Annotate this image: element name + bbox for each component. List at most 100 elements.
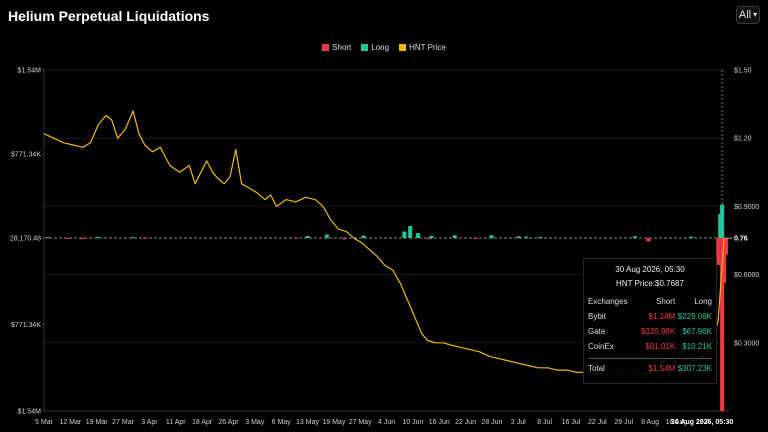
x-axis-tick-label: 27 Mar [112, 419, 134, 426]
tooltip-header-short: Short [656, 297, 676, 306]
legend-swatch-short [322, 44, 330, 51]
x-axis-tick-label: 23 A [696, 419, 710, 426]
x-axis-tick-label: 26 Apr [218, 419, 239, 426]
tooltip-long-value: $67.96K [682, 327, 712, 336]
chart-tooltip: 30 Aug 2026, 05:30 HNT Price:$0.7687 Exc… [583, 258, 717, 384]
x-axis-tick-label: 5 Mar [35, 419, 54, 426]
short-liquidation-bar [427, 238, 432, 240]
tooltip-header-exchanges: Exchanges [588, 297, 628, 306]
tooltip-price: HNT Price:$0.7687 [616, 279, 684, 288]
right-axis-tick-label: $0.9000 [734, 204, 759, 211]
long-liquidation-bar [720, 204, 725, 238]
tooltip-row: Gate $320.98K $67.96K [584, 324, 716, 339]
tooltip-exchange: CoinEx [588, 342, 614, 351]
short-liquidation-bar [142, 238, 147, 239]
x-axis-tick-label: 3 May [245, 419, 265, 426]
tooltip-row: Bybit $1.14M $229.06K [584, 309, 716, 324]
long-liquidation-bar [489, 235, 494, 238]
tooltip-exchange: Bybit [588, 312, 606, 321]
x-axis-tick-label: 13 May [296, 419, 319, 426]
x-axis-tick-label: 29 Jul [614, 419, 633, 426]
page-title: Helium Perpetual Liquidations [8, 8, 210, 24]
long-liquidation-bar [632, 236, 637, 238]
legend-label-price: HNT Price [409, 43, 446, 52]
current-price-label: 0.76 [734, 236, 748, 243]
x-axis-tick-label: 22 Jun [455, 419, 476, 426]
long-liquidation-bar [538, 237, 542, 238]
long-liquidation-bar [408, 226, 413, 238]
left-axis-tick-label: $771.34K [11, 152, 41, 159]
right-axis-tick-label: $1.20 [734, 136, 752, 143]
short-liquidation-bar [720, 238, 725, 411]
long-liquidation-bar [415, 233, 420, 238]
right-axis-tick-label: $1.50 [734, 68, 752, 75]
long-liquidation-bar [45, 237, 50, 238]
long-liquidation-bar [96, 237, 101, 238]
tooltip-short-value: $81.01K [645, 342, 676, 351]
tooltip-total-label: Total [588, 364, 605, 373]
x-axis-tick-label: 18 Apr [192, 419, 213, 426]
long-liquidation-bar [429, 235, 434, 238]
short-liquidation-bar [342, 238, 347, 240]
long-liquidation-bar [324, 234, 329, 238]
long-liquidation-bar [689, 236, 694, 238]
chevron-down-icon: ▾ [753, 10, 758, 19]
x-axis-tick-label: 8 Jul [537, 419, 552, 426]
left-axis-tick-label: $1.54M [18, 68, 42, 75]
short-liquidation-bar [646, 238, 651, 242]
tooltip-long-value: $229.06K [677, 312, 712, 321]
time-range-dropdown[interactable]: All ▾ [736, 6, 760, 24]
long-liquidation-bar [524, 236, 529, 238]
x-axis-tick-label: 4 Jun [378, 419, 395, 426]
tooltip-total-row: Total $1.54M $307.23K [584, 361, 716, 376]
tooltip-date: 30 Aug 2026, 05:30 [615, 265, 685, 274]
left-axis-tick-label: 28,170.48 [10, 236, 41, 243]
right-axis-tick-label: $0.3000 [734, 340, 759, 347]
x-axis-tick-label: 28 Jun [481, 419, 502, 426]
legend-item-price[interactable]: HNT Price [399, 43, 446, 52]
legend-item-short[interactable]: Short [322, 43, 351, 52]
x-axis-tick-label: 16 Jul [562, 419, 581, 426]
legend-swatch-price [399, 44, 407, 51]
short-liquidation-bar [724, 238, 728, 255]
tooltip-divider [588, 358, 712, 359]
legend-label-short: Short [332, 43, 352, 52]
x-axis-tick-label: 27 May [349, 419, 372, 426]
tooltip-exchange: Gate [588, 327, 606, 336]
tooltip-total-long: $307.23K [677, 364, 712, 373]
chart-legend: Short Long HNT Price [0, 43, 768, 52]
long-liquidation-bar [452, 235, 457, 238]
x-axis-tick-label: 10 Jun [402, 419, 423, 426]
x-axis-tick-label: 6 May [272, 419, 292, 426]
left-axis-tick-label: $1.54M [18, 409, 42, 416]
x-axis-tick-label: 16 Jun [429, 419, 450, 426]
short-liquidation-bar [722, 238, 727, 283]
tooltip-short-value: $1.14M [648, 312, 676, 321]
x-axis-tick-label: 8 Aug [641, 419, 659, 426]
x-axis-tick-label: 11 Apr [166, 419, 186, 426]
left-axis-tick-label: $771.34K [11, 322, 41, 329]
long-liquidation-bar [402, 231, 407, 238]
short-liquidation-bar [474, 238, 479, 239]
legend-item-long[interactable]: Long [361, 43, 389, 52]
legend-swatch-long [361, 44, 369, 51]
time-range-label: All [738, 9, 752, 21]
long-liquidation-bar [305, 236, 310, 238]
tooltip-long-value: $10.21K [682, 342, 712, 351]
x-axis-tick-label: 3 Apr [141, 419, 158, 426]
short-liquidation-bar [65, 238, 70, 239]
x-axis-tick-label: 22 Jul [588, 419, 607, 426]
long-liquidation-bar [516, 236, 521, 238]
short-liquidation-bar [716, 238, 721, 265]
long-liquidation-bar [131, 237, 136, 238]
tooltip-short-value: $320.98K [640, 327, 676, 336]
short-liquidation-bar [80, 238, 85, 240]
x-axis-tick-label: 2 Jul [511, 419, 526, 426]
x-axis-tick-label: 30 Aug 2026, 05:30 [671, 419, 733, 426]
short-liquidation-bar [293, 238, 298, 239]
tooltip-total-short: $1.54M [648, 364, 676, 373]
tooltip-row: CoinEx $81.01K $10.21K [584, 339, 716, 354]
legend-label-long: Long [371, 43, 390, 52]
x-axis-tick-label: 16 Aug [665, 419, 687, 426]
tooltip-header-row: Exchanges Short Long [584, 294, 716, 309]
